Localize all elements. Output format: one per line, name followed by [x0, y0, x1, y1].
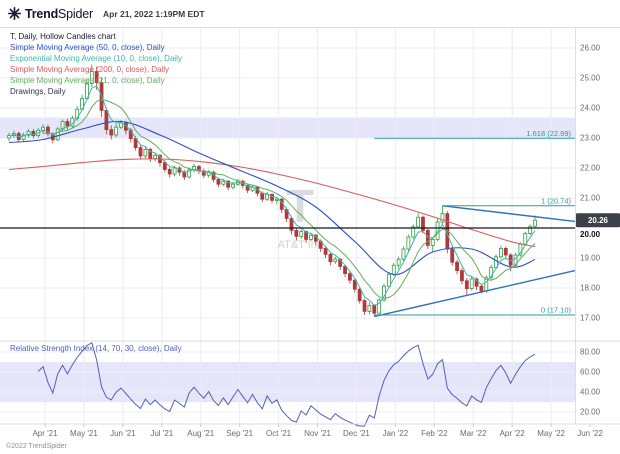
logo-text-bold: Trend: [25, 6, 59, 21]
svg-text:Apr '22: Apr '22: [500, 429, 526, 438]
svg-text:18.00: 18.00: [580, 284, 601, 293]
moving-averages-layer: [8, 85, 536, 307]
svg-text:Jan '22: Jan '22: [383, 429, 409, 438]
svg-text:40.00: 40.00: [580, 388, 601, 397]
svg-text:Jun '21: Jun '21: [110, 429, 136, 438]
trendline: [442, 205, 576, 223]
legend-item-sma50[interactable]: Simple Moving Average (50, 0, close), Da…: [10, 43, 165, 52]
svg-text:80.00: 80.00: [580, 348, 601, 357]
svg-text:Nov '21: Nov '21: [304, 429, 331, 438]
legend-item-sma200[interactable]: Simple Moving Average (200, 0, close), D…: [10, 65, 170, 74]
svg-text:26.00: 26.00: [580, 44, 601, 53]
svg-text:20.00: 20.00: [580, 230, 601, 239]
svg-text:Aug '21: Aug '21: [187, 429, 214, 438]
sma21-line: [43, 99, 536, 299]
svg-text:Jun '22: Jun '22: [577, 429, 603, 438]
pane-borders: [0, 27, 620, 425]
svg-text:May '22: May '22: [537, 429, 565, 438]
svg-text:1 (20.74): 1 (20.74): [541, 196, 572, 205]
highlight-bands: [0, 117, 575, 402]
svg-text:60.00: 60.00: [580, 368, 601, 377]
svg-text:Jul '21: Jul '21: [150, 429, 173, 438]
svg-text:Apr '21: Apr '21: [32, 429, 58, 438]
drawings-layer: 1.618 (22.99) 1 (20.74) 0 (17.10) 20.00: [0, 129, 601, 318]
chart-legend: T, Daily, Hollow Candles chart Simple Mo…: [10, 31, 182, 97]
svg-text:1.618 (22.99): 1.618 (22.99): [526, 129, 571, 138]
copyright-note: ©2022 TrendSpider: [6, 443, 67, 450]
svg-text:Oct '21: Oct '21: [266, 429, 292, 438]
svg-text:25.00: 25.00: [580, 74, 601, 83]
svg-text:20.00: 20.00: [580, 408, 601, 417]
app-header: TrendSpider Apr 21, 2022 1:19PM EDT: [0, 0, 620, 27]
svg-text:17.00: 17.00: [580, 314, 601, 323]
rsi-layer: [37, 341, 536, 427]
legend-item-ema10[interactable]: Exponential Moving Average (10, 0, close…: [10, 54, 182, 63]
trendline: [374, 269, 576, 318]
legend-item-sma21[interactable]: Simple Moving Average (21, 0, close), Da…: [10, 76, 165, 85]
svg-text:Dec '21: Dec '21: [343, 429, 370, 438]
logo-text-light: Spider: [58, 6, 93, 21]
svg-text:24.00: 24.00: [580, 104, 601, 113]
candles-layer: [7, 64, 537, 317]
svg-text:Feb '22: Feb '22: [421, 429, 448, 438]
legend-item-drawings[interactable]: Drawings, Daily: [10, 87, 66, 96]
svg-text:21.00: 21.00: [580, 194, 601, 203]
svg-text:20.26: 20.26: [588, 216, 609, 225]
svg-text:Sep '21: Sep '21: [226, 429, 253, 438]
gridlines: Apr '21 May '21 Jun '21 Jul '21 Aug '21 Sep '…: [0, 28, 603, 438]
last-price-badge: 20.26: [576, 213, 620, 228]
sma50-line: [8, 120, 536, 276]
svg-text:19.00: 19.00: [580, 254, 601, 263]
sma200-line: [8, 158, 536, 248]
legend-item-rsi[interactable]: Relative Strength Index (14, 70, 30, clo…: [10, 344, 182, 353]
svg-text:AT&T Inc: AT&T Inc: [278, 239, 323, 251]
svg-text:22.00: 22.00: [580, 164, 601, 173]
trendspider-logo-icon: [8, 7, 21, 20]
svg-text:Mar '22: Mar '22: [460, 429, 487, 438]
app-logo-text: TrendSpider: [25, 7, 93, 21]
rsi-line: [37, 341, 536, 427]
app-logo[interactable]: TrendSpider: [8, 7, 93, 21]
svg-text:May '21: May '21: [70, 429, 98, 438]
chart-timestamp: Apr 21, 2022 1:19PM EDT: [102, 8, 205, 19]
legend-item-symbol[interactable]: T, Daily, Hollow Candles chart: [10, 32, 116, 41]
ema10-line: [8, 85, 536, 307]
svg-text:23.00: 23.00: [580, 134, 601, 143]
svg-text:0 (17.10): 0 (17.10): [541, 306, 572, 315]
